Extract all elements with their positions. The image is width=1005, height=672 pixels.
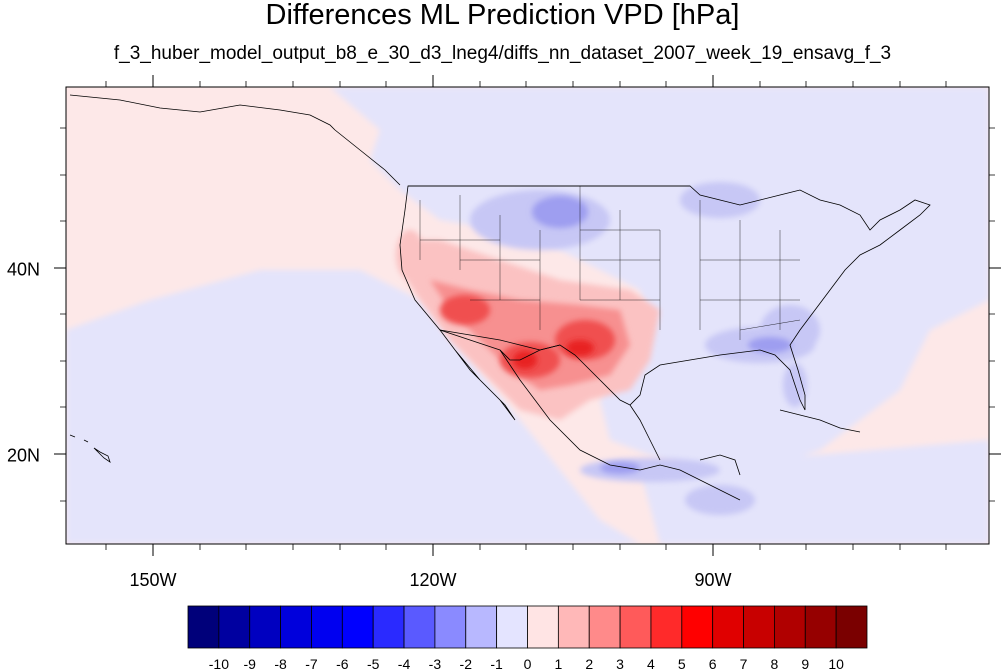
colorbar-swatch	[372, 605, 405, 649]
map-frame	[65, 86, 990, 545]
colorbar-tick-label: -3	[428, 656, 442, 672]
yucatan	[699, 454, 741, 476]
lon-label-150w: 150W	[129, 570, 177, 590]
state-lines-central	[579, 186, 661, 330]
lon-minor-ticks-top	[105, 81, 947, 87]
colorbar-tick-label: 3	[616, 656, 624, 672]
southeast-region	[640, 440, 989, 544]
colorbar-tick-label: 0	[523, 656, 532, 672]
colorbar-swatch	[557, 605, 590, 649]
colorbar-tick-label: 5	[677, 656, 686, 672]
gulf-coast	[629, 404, 661, 461]
northern-band-region	[330, 87, 989, 470]
colorbar-swatch	[218, 605, 251, 649]
colorbar-swatch	[280, 605, 312, 649]
positive-regions-deep	[513, 340, 594, 369]
state-lines-east	[699, 200, 801, 340]
colorbar-tick-label: -2	[459, 656, 472, 672]
minor-ticks	[60, 81, 995, 550]
alaska-panhandle	[69, 94, 336, 131]
colorbar-swatch	[249, 605, 281, 649]
colorbar-tick-label: 1	[554, 656, 563, 672]
colorbar-tick-label: -6	[336, 656, 349, 672]
colorbar-swatch	[311, 605, 343, 649]
colorbar-swatch	[804, 605, 837, 649]
map-subtitle: f_3_huber_model_output_b8_e_30_d3_lneg4/…	[113, 43, 892, 64]
colorbar-tick-label: -1	[490, 656, 503, 672]
colorbar-swatch	[434, 605, 467, 649]
lat-label-40n: 40N	[6, 259, 40, 280]
mexico-mainland	[499, 349, 741, 501]
colorbar-swatch	[619, 605, 652, 649]
map-title: Differences ML Prediction VPD [hPa]	[265, 0, 740, 31]
west-texas-max	[566, 340, 594, 356]
colorbar-swatch	[650, 605, 683, 649]
lat-minor-ticks-right	[989, 127, 995, 502]
us-mexico-border	[439, 329, 561, 351]
colorbar-tick-label: -9	[243, 656, 256, 672]
colorbar-tick-label: -10	[208, 656, 229, 672]
colorbar-tick-label: 6	[708, 656, 717, 672]
colorbar-swatch	[681, 605, 714, 649]
eastern-pacific-region	[66, 270, 640, 544]
mexico-south-blob	[580, 458, 720, 482]
colorbar-swatch	[743, 605, 775, 649]
lat-label-20n: 20N	[6, 445, 40, 466]
axis-ticks	[54, 75, 1001, 556]
california-coast-strip	[396, 230, 424, 280]
baja-california	[439, 329, 516, 421]
lon-minor-ticks-bottom	[105, 544, 947, 550]
strong-negative-regions	[532, 196, 792, 474]
colorbar	[187, 605, 868, 649]
colorbar-swatch	[187, 605, 220, 649]
colorbar-swatch	[712, 605, 744, 649]
colorbar-swatch	[527, 605, 559, 649]
cuba	[779, 409, 861, 433]
arizona-core	[440, 295, 490, 325]
hawaii	[69, 434, 111, 463]
state-borders	[419, 186, 801, 340]
slightly-negative-regions	[66, 87, 989, 544]
lon-label-90w: 90W	[694, 570, 732, 590]
difference-field	[66, 87, 989, 544]
colorbar-tick-label: 9	[801, 656, 810, 672]
chihuahua-max	[513, 351, 537, 369]
coastlines-and-borders	[69, 94, 931, 501]
colorbar-tick-label: 7	[739, 656, 748, 672]
colorbar-tick-label: -4	[397, 656, 411, 672]
lat-minor-ticks-left	[60, 127, 66, 502]
colorbar-swatch	[341, 605, 374, 649]
lon-label-120w: 120W	[409, 570, 457, 590]
canada-west-coast	[334, 129, 401, 186]
central-america-blob	[685, 485, 755, 515]
colorbar-swatch	[403, 605, 436, 649]
conus-outline	[399, 185, 931, 411]
colorbar-swatch	[496, 605, 528, 649]
colorbar-tick-label: 8	[770, 656, 779, 672]
colorbar-swatch	[835, 605, 868, 649]
colorbar-tick-label: -5	[366, 656, 380, 672]
state-lines-west	[419, 195, 541, 330]
colorbar-tick-label: 2	[585, 656, 594, 672]
colorbar-tick-label: -7	[305, 656, 318, 672]
colorbar-swatch	[588, 605, 621, 649]
colorbar-swatch	[465, 605, 498, 649]
colorbar-tick-label: 4	[647, 656, 655, 672]
mexico-coast-core	[600, 462, 640, 474]
colorbar-tick-label: -8	[274, 656, 287, 672]
gulf-coast-core	[748, 337, 792, 353]
colorbar-swatch	[774, 605, 806, 649]
montana-dakota-core	[532, 196, 588, 228]
colorbar-tick-label: 10	[828, 656, 844, 672]
